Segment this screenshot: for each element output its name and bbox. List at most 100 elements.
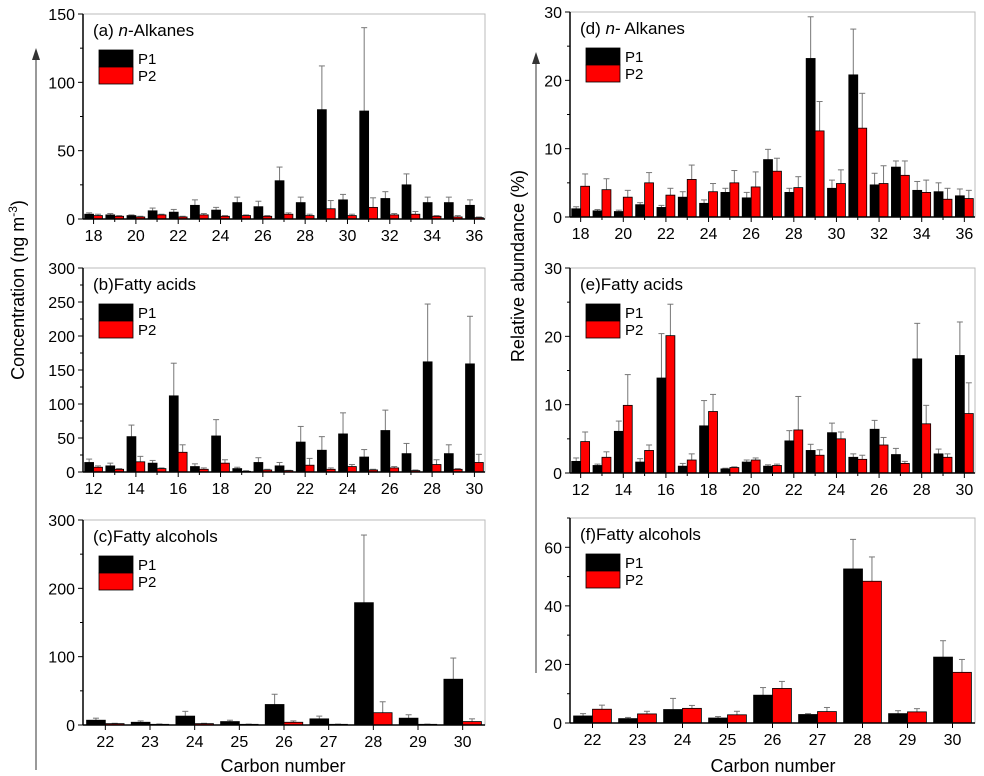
x-tick-label: 28 xyxy=(364,734,382,751)
bar-p1-c27 xyxy=(763,159,773,218)
legend-label-p1: P1 xyxy=(138,51,156,68)
bar-p2-c22 xyxy=(304,464,315,473)
bar-p2-c16 xyxy=(665,335,676,474)
panel-c: 0 100 200 300 22 23 24 25 26 27 28 29 30 (c)Fatty alc… xyxy=(48,513,486,751)
bar-p2-c23 xyxy=(686,179,697,218)
x-tick-label: 20 xyxy=(614,226,632,243)
bar-p1-c22 xyxy=(573,715,593,724)
panel-title-part: Fatty alcohols xyxy=(113,527,218,546)
bar-p1-c30 xyxy=(465,363,475,473)
x-tick-label: 28 xyxy=(296,228,314,245)
bar-p1-c29 xyxy=(805,58,816,218)
y-tick-label: 100 xyxy=(48,75,75,92)
bar-p2-c15 xyxy=(644,450,654,474)
bar-p2-c26 xyxy=(772,688,792,724)
x-tick-label: 14 xyxy=(127,481,145,498)
legend-swatch-p1 xyxy=(98,303,134,322)
bar-p1-c24 xyxy=(211,209,221,220)
legend-swatch-p1 xyxy=(98,555,134,574)
bar-p1-c29 xyxy=(888,713,908,724)
x-tick-label: 28 xyxy=(423,481,441,498)
bar-p1-c32 xyxy=(869,184,880,218)
x-tick-label: 18 xyxy=(85,228,103,245)
y-tick-label: 100 xyxy=(48,650,75,667)
bar-p1-c14 xyxy=(126,436,137,473)
bar-p2-c17 xyxy=(686,459,697,474)
x-tick-label: 30 xyxy=(955,482,973,499)
bar-p1-c26 xyxy=(753,694,773,724)
x-tick-label: 26 xyxy=(254,228,272,245)
bar-p1-c26 xyxy=(380,430,391,473)
bar-p1-c33 xyxy=(891,166,901,218)
bar-p1-c21 xyxy=(147,210,158,220)
y-tick-label: 250 xyxy=(48,295,75,312)
bar-p1-c29 xyxy=(398,717,419,726)
y-tick-label: 0 xyxy=(553,716,562,733)
bar-p2-c28 xyxy=(431,464,442,473)
panel-f: 0 20 40 60 22 23 24 25 26 27 28 29 30 (f)Fatty alcoho… xyxy=(544,517,976,749)
bar-p2-c28 xyxy=(862,580,882,724)
left-ylabel-main: Concentration (ng m xyxy=(8,217,28,380)
bar-p1-c30 xyxy=(954,355,965,474)
bar-p1-c21 xyxy=(763,465,773,474)
legend-swatch-p2 xyxy=(98,66,134,85)
bar-p2-c14 xyxy=(622,404,633,474)
x-tick-label: 23 xyxy=(629,732,647,749)
left-ylabel: Concentration (ng m-3) xyxy=(6,200,28,380)
bar-p2-c24 xyxy=(347,466,357,473)
bar-p1-c35 xyxy=(933,191,944,218)
panel-title: (c)Fatty alcohols xyxy=(93,527,218,546)
bar-p1-c29 xyxy=(443,453,454,473)
bar-p2-c24 xyxy=(682,707,702,724)
x-tick-label: 34 xyxy=(913,226,931,243)
bar-p2-c14 xyxy=(135,461,146,473)
y-tick-label: 0 xyxy=(553,210,562,227)
x-tick-label: 30 xyxy=(944,732,962,749)
bar-p2-c30 xyxy=(952,671,972,724)
bar-p1-c28 xyxy=(295,202,306,220)
legend-label-p2: P2 xyxy=(625,572,643,589)
legend-swatch-p1 xyxy=(585,553,621,572)
bar-p1-c24 xyxy=(699,202,709,218)
bar-p1-c24 xyxy=(338,433,348,473)
bar-p1-c25 xyxy=(720,191,731,218)
legend-label-p1: P1 xyxy=(625,305,643,322)
x-tick-label: 12 xyxy=(572,482,590,499)
legend-label-p2: P2 xyxy=(625,322,643,339)
x-tick-label: 23 xyxy=(141,734,159,751)
x-tick-label: 16 xyxy=(657,482,675,499)
y-tick-label: 0 xyxy=(66,465,75,482)
bar-p2-c27 xyxy=(817,711,837,724)
bar-p1-c26 xyxy=(741,197,752,218)
bar-p1-c18 xyxy=(699,425,709,474)
right-ylabel-group: Relative abundance (%) xyxy=(508,52,540,673)
bar-p1-c27 xyxy=(798,714,818,724)
legend-swatch-p2 xyxy=(98,572,134,591)
panel-title-part: -Alkanes xyxy=(128,21,194,40)
panel-title-part: Fatty acids xyxy=(601,275,683,294)
bar-p1-c16 xyxy=(656,377,667,474)
y-tick-label: 30 xyxy=(544,5,562,22)
bar-p1-c27 xyxy=(401,453,412,473)
bar-p1-c30 xyxy=(443,678,464,726)
legend-label-p2: P2 xyxy=(138,574,156,591)
bar-p1-c27 xyxy=(891,454,901,474)
left-ylabel-close: ) xyxy=(8,200,28,206)
bar-p1-c36 xyxy=(465,204,475,220)
bar-p1-c29 xyxy=(317,109,327,220)
legend-swatch-p1 xyxy=(585,47,621,66)
bar-p1-c24 xyxy=(663,709,683,724)
bar-p2-c18 xyxy=(220,462,230,473)
bar-p2-c18 xyxy=(708,411,718,474)
x-tick-label: 28 xyxy=(913,482,931,499)
bar-p2-c21 xyxy=(644,182,654,218)
bar-p2-c28 xyxy=(793,187,804,218)
y-tick-label: 10 xyxy=(544,142,562,159)
y-tick-label: 0 xyxy=(66,718,75,735)
panel-title-part: (e) xyxy=(580,275,601,294)
left-ylabel-group: Concentration (ng m-3) xyxy=(6,48,40,770)
legend-label-p1: P1 xyxy=(625,49,643,66)
bar-p1-c20 xyxy=(613,211,624,218)
bar-p1-c34 xyxy=(422,202,433,220)
